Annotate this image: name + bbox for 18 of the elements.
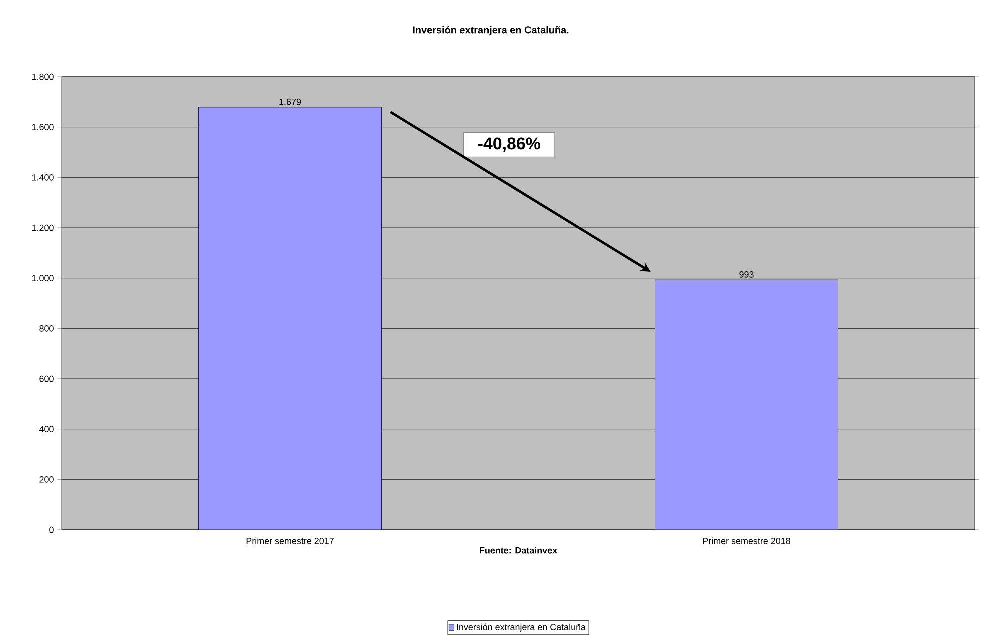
y-tick-label: 1.400 bbox=[32, 174, 54, 181]
y-tick-label: 0 bbox=[50, 526, 54, 534]
legend-label: Inversión extranjera en Cataluña bbox=[457, 624, 586, 632]
y-tick-label: 1.200 bbox=[32, 224, 54, 232]
y-tick-label: 1.800 bbox=[32, 74, 54, 80]
y-tick-label: 1.600 bbox=[32, 124, 54, 130]
y-tick-label: 400 bbox=[39, 426, 54, 432]
data-label: 993 bbox=[740, 272, 754, 278]
x-tick-label: Primer semestre 2017 bbox=[246, 538, 334, 544]
y-tick-label: 1.000 bbox=[32, 275, 54, 282]
y-tick-label: 600 bbox=[40, 376, 54, 382]
data-label: 1.679 bbox=[280, 98, 302, 106]
annotation: -40,86% bbox=[478, 138, 540, 152]
chart-title: Inversión extranjera en Cataluña. bbox=[413, 26, 569, 36]
x-axis-title: Fuente: Datainvex bbox=[480, 547, 558, 554]
x-tick-label: Primer semestre 2018 bbox=[703, 538, 790, 544]
y-tick-label: 200 bbox=[40, 476, 54, 483]
y-tick-label: 800 bbox=[40, 325, 54, 332]
